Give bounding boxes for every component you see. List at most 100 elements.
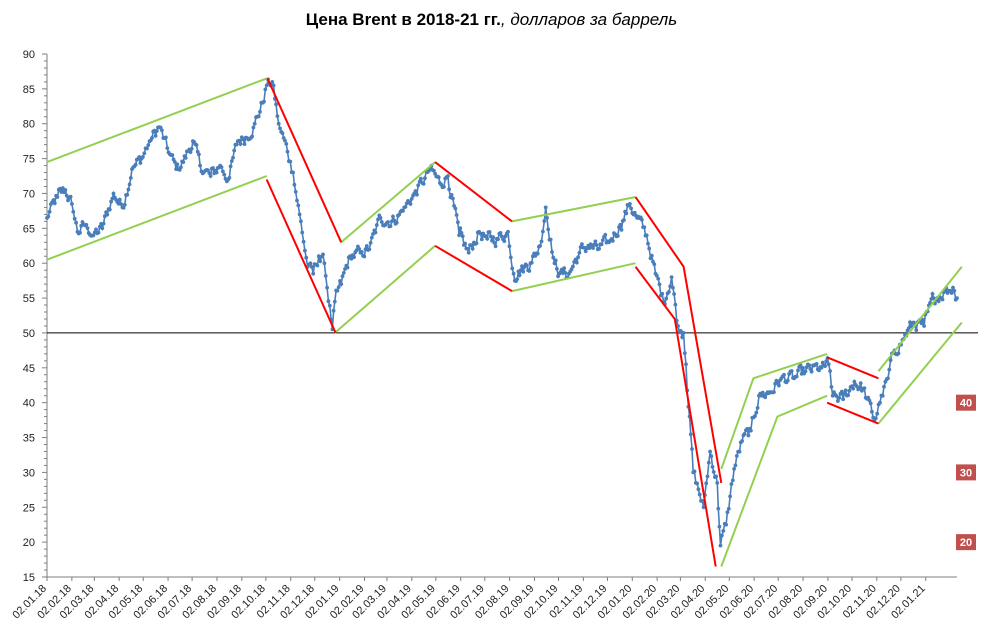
price-point bbox=[222, 172, 227, 177]
price-point bbox=[493, 244, 498, 249]
y-tick-label: 65 bbox=[23, 223, 35, 235]
price-point bbox=[296, 203, 301, 208]
price-point bbox=[896, 351, 901, 356]
price-point bbox=[379, 220, 384, 224]
price-point bbox=[291, 170, 295, 175]
price-point bbox=[237, 138, 242, 143]
up-channel-upper-line bbox=[877, 266, 963, 372]
price-point bbox=[133, 162, 138, 167]
price-point bbox=[105, 212, 110, 217]
price-point bbox=[47, 209, 52, 214]
price-point bbox=[339, 282, 344, 286]
y-tick-label: 70 bbox=[23, 188, 35, 200]
price-point bbox=[470, 246, 475, 251]
down-channel-lower-line bbox=[634, 266, 717, 567]
price-point bbox=[211, 166, 215, 170]
price-point bbox=[221, 169, 225, 174]
trend-channels bbox=[46, 77, 963, 567]
price-point bbox=[359, 250, 364, 254]
level-badge-label: 20 bbox=[960, 537, 972, 549]
price-point bbox=[369, 235, 374, 240]
price-point bbox=[388, 224, 393, 229]
price-point bbox=[227, 175, 232, 180]
price-point bbox=[362, 254, 367, 259]
price-point bbox=[322, 261, 327, 266]
price-point bbox=[705, 474, 710, 479]
price-point bbox=[708, 449, 712, 454]
price-point bbox=[740, 439, 744, 443]
price-point bbox=[887, 367, 892, 372]
price-point bbox=[715, 481, 720, 485]
y-tick-label: 20 bbox=[23, 537, 35, 549]
price-point bbox=[285, 149, 290, 154]
price-point bbox=[510, 266, 515, 271]
price-point bbox=[457, 233, 461, 238]
price-point bbox=[717, 524, 722, 529]
price-point bbox=[64, 193, 69, 198]
price-point bbox=[394, 220, 399, 225]
price-point bbox=[538, 243, 542, 248]
price-point bbox=[551, 255, 556, 260]
price-point bbox=[264, 83, 269, 88]
price-point bbox=[453, 206, 458, 211]
price-point bbox=[763, 395, 768, 400]
price-point bbox=[749, 428, 753, 433]
price-point bbox=[327, 303, 332, 308]
y-tick-label: 90 bbox=[23, 49, 35, 61]
price-point bbox=[391, 214, 395, 219]
price-point bbox=[955, 296, 959, 300]
price-point bbox=[508, 255, 513, 260]
price-point bbox=[692, 469, 697, 474]
price-point bbox=[368, 241, 373, 245]
price-point bbox=[341, 271, 346, 275]
price-point bbox=[111, 191, 116, 196]
price-point bbox=[535, 251, 540, 256]
down-channel-lower-line bbox=[265, 179, 337, 334]
price-point bbox=[415, 192, 419, 197]
price-point bbox=[374, 223, 379, 227]
price-point bbox=[409, 197, 414, 201]
price-point bbox=[527, 269, 532, 273]
price-point bbox=[463, 241, 467, 246]
y-tick-label: 45 bbox=[23, 363, 35, 375]
price-point bbox=[823, 364, 827, 368]
price-point bbox=[709, 454, 714, 458]
price-point bbox=[599, 242, 604, 247]
price-point bbox=[696, 487, 701, 492]
price-point bbox=[446, 174, 450, 178]
price-point bbox=[920, 318, 925, 322]
price-point bbox=[401, 209, 405, 213]
price-point bbox=[378, 216, 383, 220]
price-point bbox=[332, 299, 337, 304]
price-point bbox=[949, 291, 954, 295]
price-point bbox=[640, 217, 644, 222]
price-point bbox=[145, 146, 149, 151]
down-channel-upper-line bbox=[266, 77, 343, 243]
price-point bbox=[311, 271, 316, 276]
price-point bbox=[803, 369, 808, 374]
price-point bbox=[858, 381, 863, 386]
price-point bbox=[629, 206, 633, 211]
price-point bbox=[315, 263, 320, 268]
price-series bbox=[45, 76, 959, 548]
price-point bbox=[100, 226, 105, 231]
price-point bbox=[292, 182, 297, 187]
price-point bbox=[545, 216, 549, 220]
price-point bbox=[483, 234, 488, 238]
price-point bbox=[150, 136, 154, 140]
price-point bbox=[807, 363, 812, 368]
price-point bbox=[706, 460, 711, 465]
price-point bbox=[96, 230, 101, 235]
price-point bbox=[642, 225, 647, 230]
price-point bbox=[164, 135, 168, 140]
price-point bbox=[819, 365, 824, 370]
price-point bbox=[644, 233, 649, 238]
price-point bbox=[782, 372, 786, 377]
price-point bbox=[680, 335, 685, 340]
price-point bbox=[678, 329, 683, 333]
price-point bbox=[479, 237, 484, 242]
price-point bbox=[573, 257, 578, 262]
price-point bbox=[746, 433, 751, 438]
price-point bbox=[451, 196, 455, 201]
down-channel-upper-line bbox=[826, 356, 879, 380]
